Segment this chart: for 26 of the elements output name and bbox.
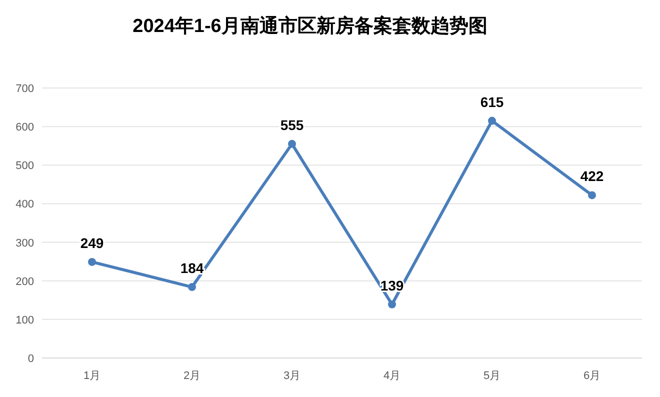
point — [288, 140, 296, 148]
data-label: 184 — [180, 260, 204, 276]
y-tick-label: 100 — [16, 314, 34, 326]
data-label: 422 — [580, 168, 604, 184]
y-tick-label: 500 — [16, 160, 34, 172]
data-label: 249 — [80, 234, 104, 251]
y-tick-label: 0 — [28, 353, 34, 365]
data-label: 615 — [480, 94, 504, 110]
data-label: 555 — [280, 116, 304, 133]
x-tick-label: 4月 — [383, 370, 401, 382]
point — [188, 283, 196, 292]
y-tick-label: 600 — [16, 122, 34, 134]
chart-title: 2024年1-6月南通市区新房备案套数趋势图 — [132, 15, 488, 37]
y-tick-label: 700 — [16, 83, 34, 95]
x-tick-label: 1月 — [83, 370, 101, 382]
point — [488, 116, 496, 125]
y-tick-label: 200 — [16, 276, 34, 288]
y-tick-label: 400 — [16, 198, 34, 211]
point — [588, 191, 596, 200]
x-tick-label: 3月 — [283, 370, 301, 382]
x-tick-label: 2月 — [183, 370, 201, 382]
x-tick-label: 6月 — [583, 370, 601, 382]
point — [388, 300, 396, 308]
point — [88, 258, 96, 266]
x-tick-label: 5月 — [483, 370, 501, 382]
y-tick-label: 300 — [16, 237, 34, 250]
